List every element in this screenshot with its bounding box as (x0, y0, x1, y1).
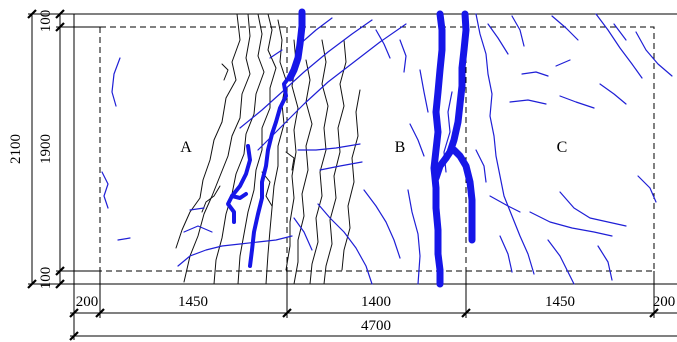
height-dimension-lines (27, 9, 100, 289)
width-dimension-lines (69, 271, 677, 341)
dim-total-width: 4700 (361, 318, 391, 334)
inner-dashed-boundary (99, 26, 655, 272)
dark-cracks (175, 13, 361, 285)
dim-bottom-edge: 100 (38, 267, 54, 290)
dim-inner-height: 1900 (38, 134, 54, 164)
dim-segment-a: 1450 (178, 294, 208, 310)
dim-left-edge: 200 (76, 294, 99, 310)
zone-label-a: A (180, 139, 192, 156)
wall-outline (73, 13, 677, 285)
dim-top-edge: 100 (38, 10, 54, 33)
zone-label-b: B (395, 139, 406, 156)
dim-segment-c: 1450 (545, 294, 575, 310)
dim-segment-b: 1400 (361, 294, 391, 310)
wide-cracks (226, 8, 476, 288)
zone-label-c: C (557, 139, 568, 156)
dim-total-height: 2100 (8, 134, 24, 164)
dim-right-edge: 200 (653, 294, 676, 310)
